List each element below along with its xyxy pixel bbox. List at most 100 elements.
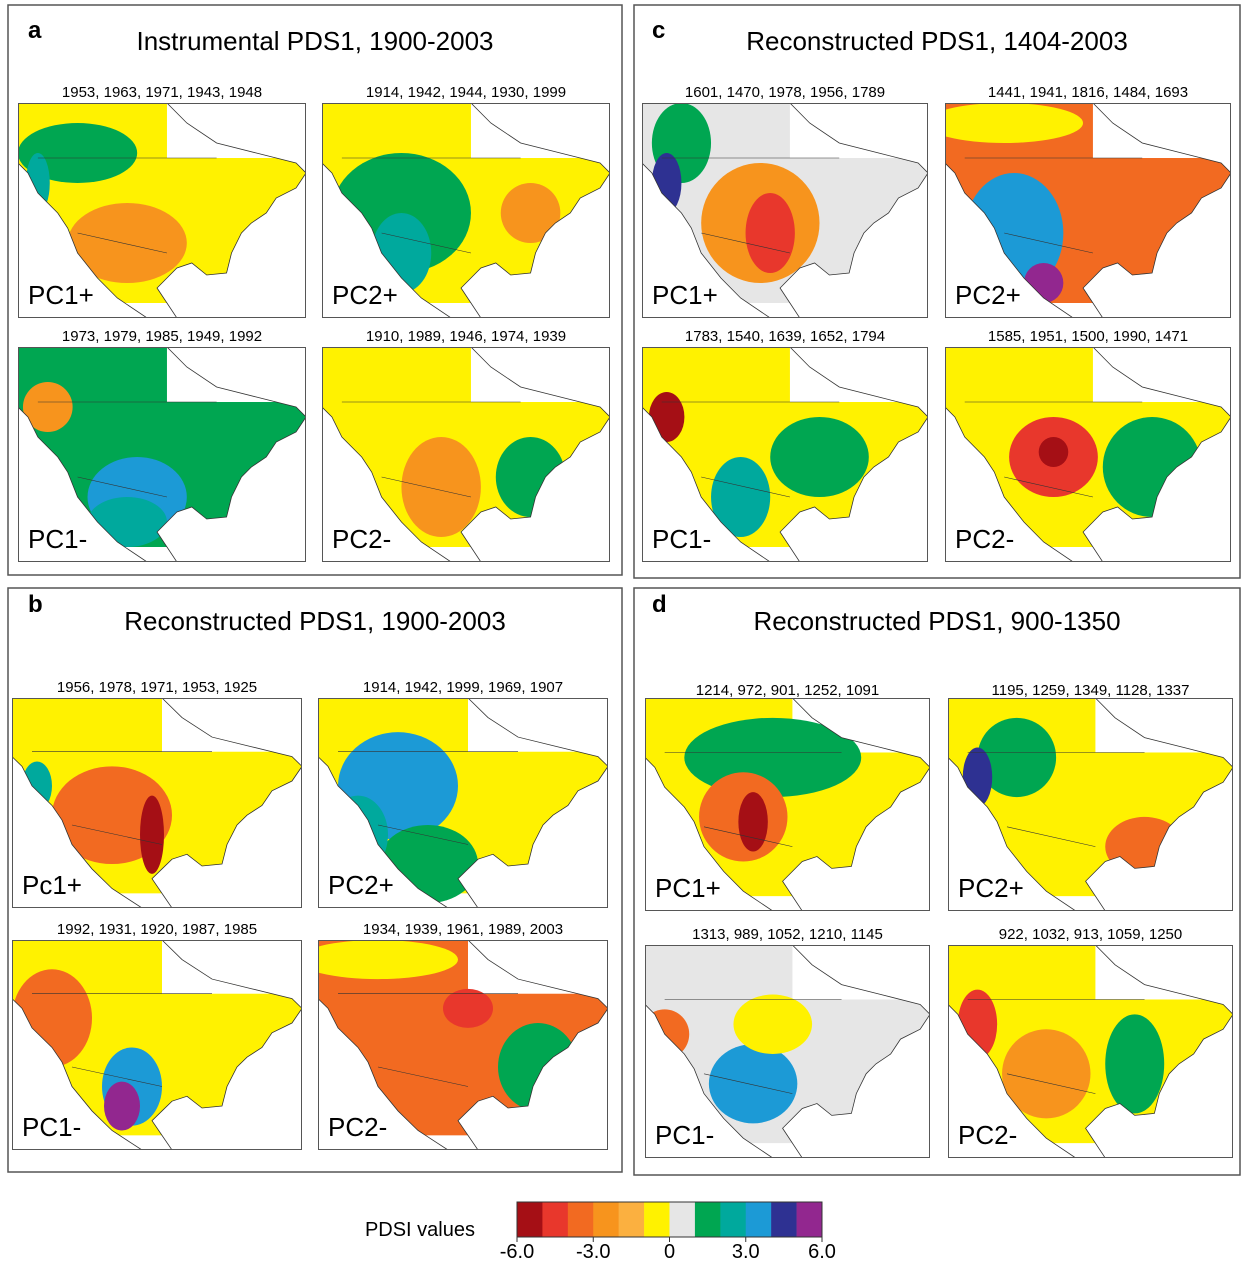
map <box>318 940 608 1150</box>
map-frame <box>322 103 610 318</box>
map-years: 1783, 1540, 1639, 1652, 1794 <box>685 328 885 345</box>
pc-label: PC2+ <box>955 280 1021 310</box>
pdsi-region <box>443 988 493 1028</box>
border <box>338 751 518 845</box>
map-frame <box>945 103 1231 318</box>
pc-label: PC2- <box>958 1120 1017 1150</box>
pdsi-region <box>500 183 561 243</box>
pdsi-region <box>733 994 813 1054</box>
map-years: 1914, 1942, 1999, 1969, 1907 <box>363 679 563 696</box>
border <box>664 752 842 847</box>
map-frame <box>948 698 1233 911</box>
coastline <box>18 103 306 318</box>
pc-label: PC1- <box>655 1120 714 1150</box>
map <box>12 940 302 1150</box>
map-years: 1934, 1939, 1961, 1989, 2003 <box>363 921 563 938</box>
map-years: 1992, 1931, 1920, 1987, 1985 <box>57 921 257 938</box>
colorbar-swatch <box>771 1202 797 1237</box>
map <box>645 945 930 1158</box>
pc-label: PC1- <box>28 524 87 554</box>
map <box>945 103 1231 318</box>
colorbar-swatch <box>542 1202 569 1237</box>
map <box>642 103 928 318</box>
colorbar-swatch <box>644 1202 670 1237</box>
map <box>318 698 608 908</box>
colorbar-swatch <box>517 1202 543 1237</box>
pdsi-region <box>708 1044 798 1124</box>
border <box>341 401 521 498</box>
map-frame <box>318 698 608 908</box>
panel-title: Reconstructed PDS1, 1404-2003 <box>746 26 1128 56</box>
pdsi-region <box>945 103 1084 143</box>
coastline <box>645 945 930 1158</box>
map <box>645 698 930 911</box>
map <box>322 347 610 562</box>
panel-letter: d <box>652 591 667 618</box>
pc-label: PC2- <box>955 524 1014 554</box>
colorbar-swatch <box>669 1202 696 1237</box>
map-years: 1195, 1259, 1349, 1128, 1337 <box>992 682 1190 699</box>
pdsi-region <box>401 437 481 537</box>
panel-title: Instrumental PDS1, 1900-2003 <box>137 26 494 56</box>
colorbar-tick-label: 6.0 <box>808 1241 836 1262</box>
map-years: 1585, 1951, 1500, 1990, 1471 <box>988 328 1188 345</box>
coastline <box>318 698 608 908</box>
map-years: 1973, 1979, 1985, 1949, 1992 <box>62 328 262 345</box>
map-frame <box>645 945 930 1158</box>
panel-title: Reconstructed PDS1, 1900-2003 <box>124 606 506 636</box>
panel-letter: b <box>28 591 43 618</box>
pc-label: PC2- <box>328 1112 387 1142</box>
border <box>341 157 521 254</box>
coastline <box>322 347 610 562</box>
map <box>948 945 1233 1158</box>
colorbar-tick-label: -3.0 <box>576 1241 610 1262</box>
pdsi-region <box>67 203 187 283</box>
colorbar-swatch <box>567 1202 594 1237</box>
border <box>967 999 1145 1094</box>
border <box>37 157 217 254</box>
map <box>12 698 302 908</box>
colorbar-swatch <box>745 1202 772 1237</box>
panel-frame <box>7 587 623 1173</box>
pc-label: Pc1+ <box>22 870 82 900</box>
pc-label: PC1- <box>652 524 711 554</box>
border <box>964 401 1143 498</box>
colorbar-swatch <box>694 1202 721 1237</box>
colorbar-tick-label: 0 <box>664 1241 675 1262</box>
colorbar-swatch <box>796 1202 823 1237</box>
map <box>18 347 306 562</box>
pdsi-region <box>1105 1014 1165 1114</box>
coastline <box>945 103 1231 318</box>
pc-label: PC2+ <box>328 870 394 900</box>
map-frame <box>642 347 928 562</box>
border <box>661 157 840 254</box>
pdsi-region <box>711 457 771 537</box>
map-years: 1313, 989, 1052, 1210, 1145 <box>692 926 883 943</box>
map-frame <box>948 945 1233 1158</box>
border <box>661 401 840 498</box>
coastline <box>948 945 1233 1158</box>
coastline <box>645 698 930 911</box>
map-frame <box>945 347 1231 562</box>
coastline <box>318 940 608 1150</box>
colorbar-swatch <box>593 1202 619 1237</box>
panel-letter: a <box>28 17 42 44</box>
map-frame <box>322 347 610 562</box>
map-years: 1953, 1963, 1971, 1943, 1948 <box>62 84 262 101</box>
map <box>18 103 306 318</box>
map-years: 1601, 1470, 1978, 1956, 1789 <box>685 84 885 101</box>
pc-label: PC1- <box>22 1112 81 1142</box>
panel-frame <box>7 4 623 576</box>
map <box>322 103 610 318</box>
map-frame <box>318 940 608 1150</box>
pc-label: PC2- <box>332 524 391 554</box>
coastline <box>18 347 306 562</box>
panel-frame <box>633 587 1241 1176</box>
map-years: 1914, 1942, 1944, 1930, 1999 <box>366 84 566 101</box>
pdsi-region <box>770 417 869 497</box>
map-frame <box>18 103 306 318</box>
map-years: 1441, 1941, 1816, 1484, 1693 <box>988 84 1188 101</box>
pdsi-region <box>318 940 458 980</box>
pc-label: PC1+ <box>652 280 718 310</box>
